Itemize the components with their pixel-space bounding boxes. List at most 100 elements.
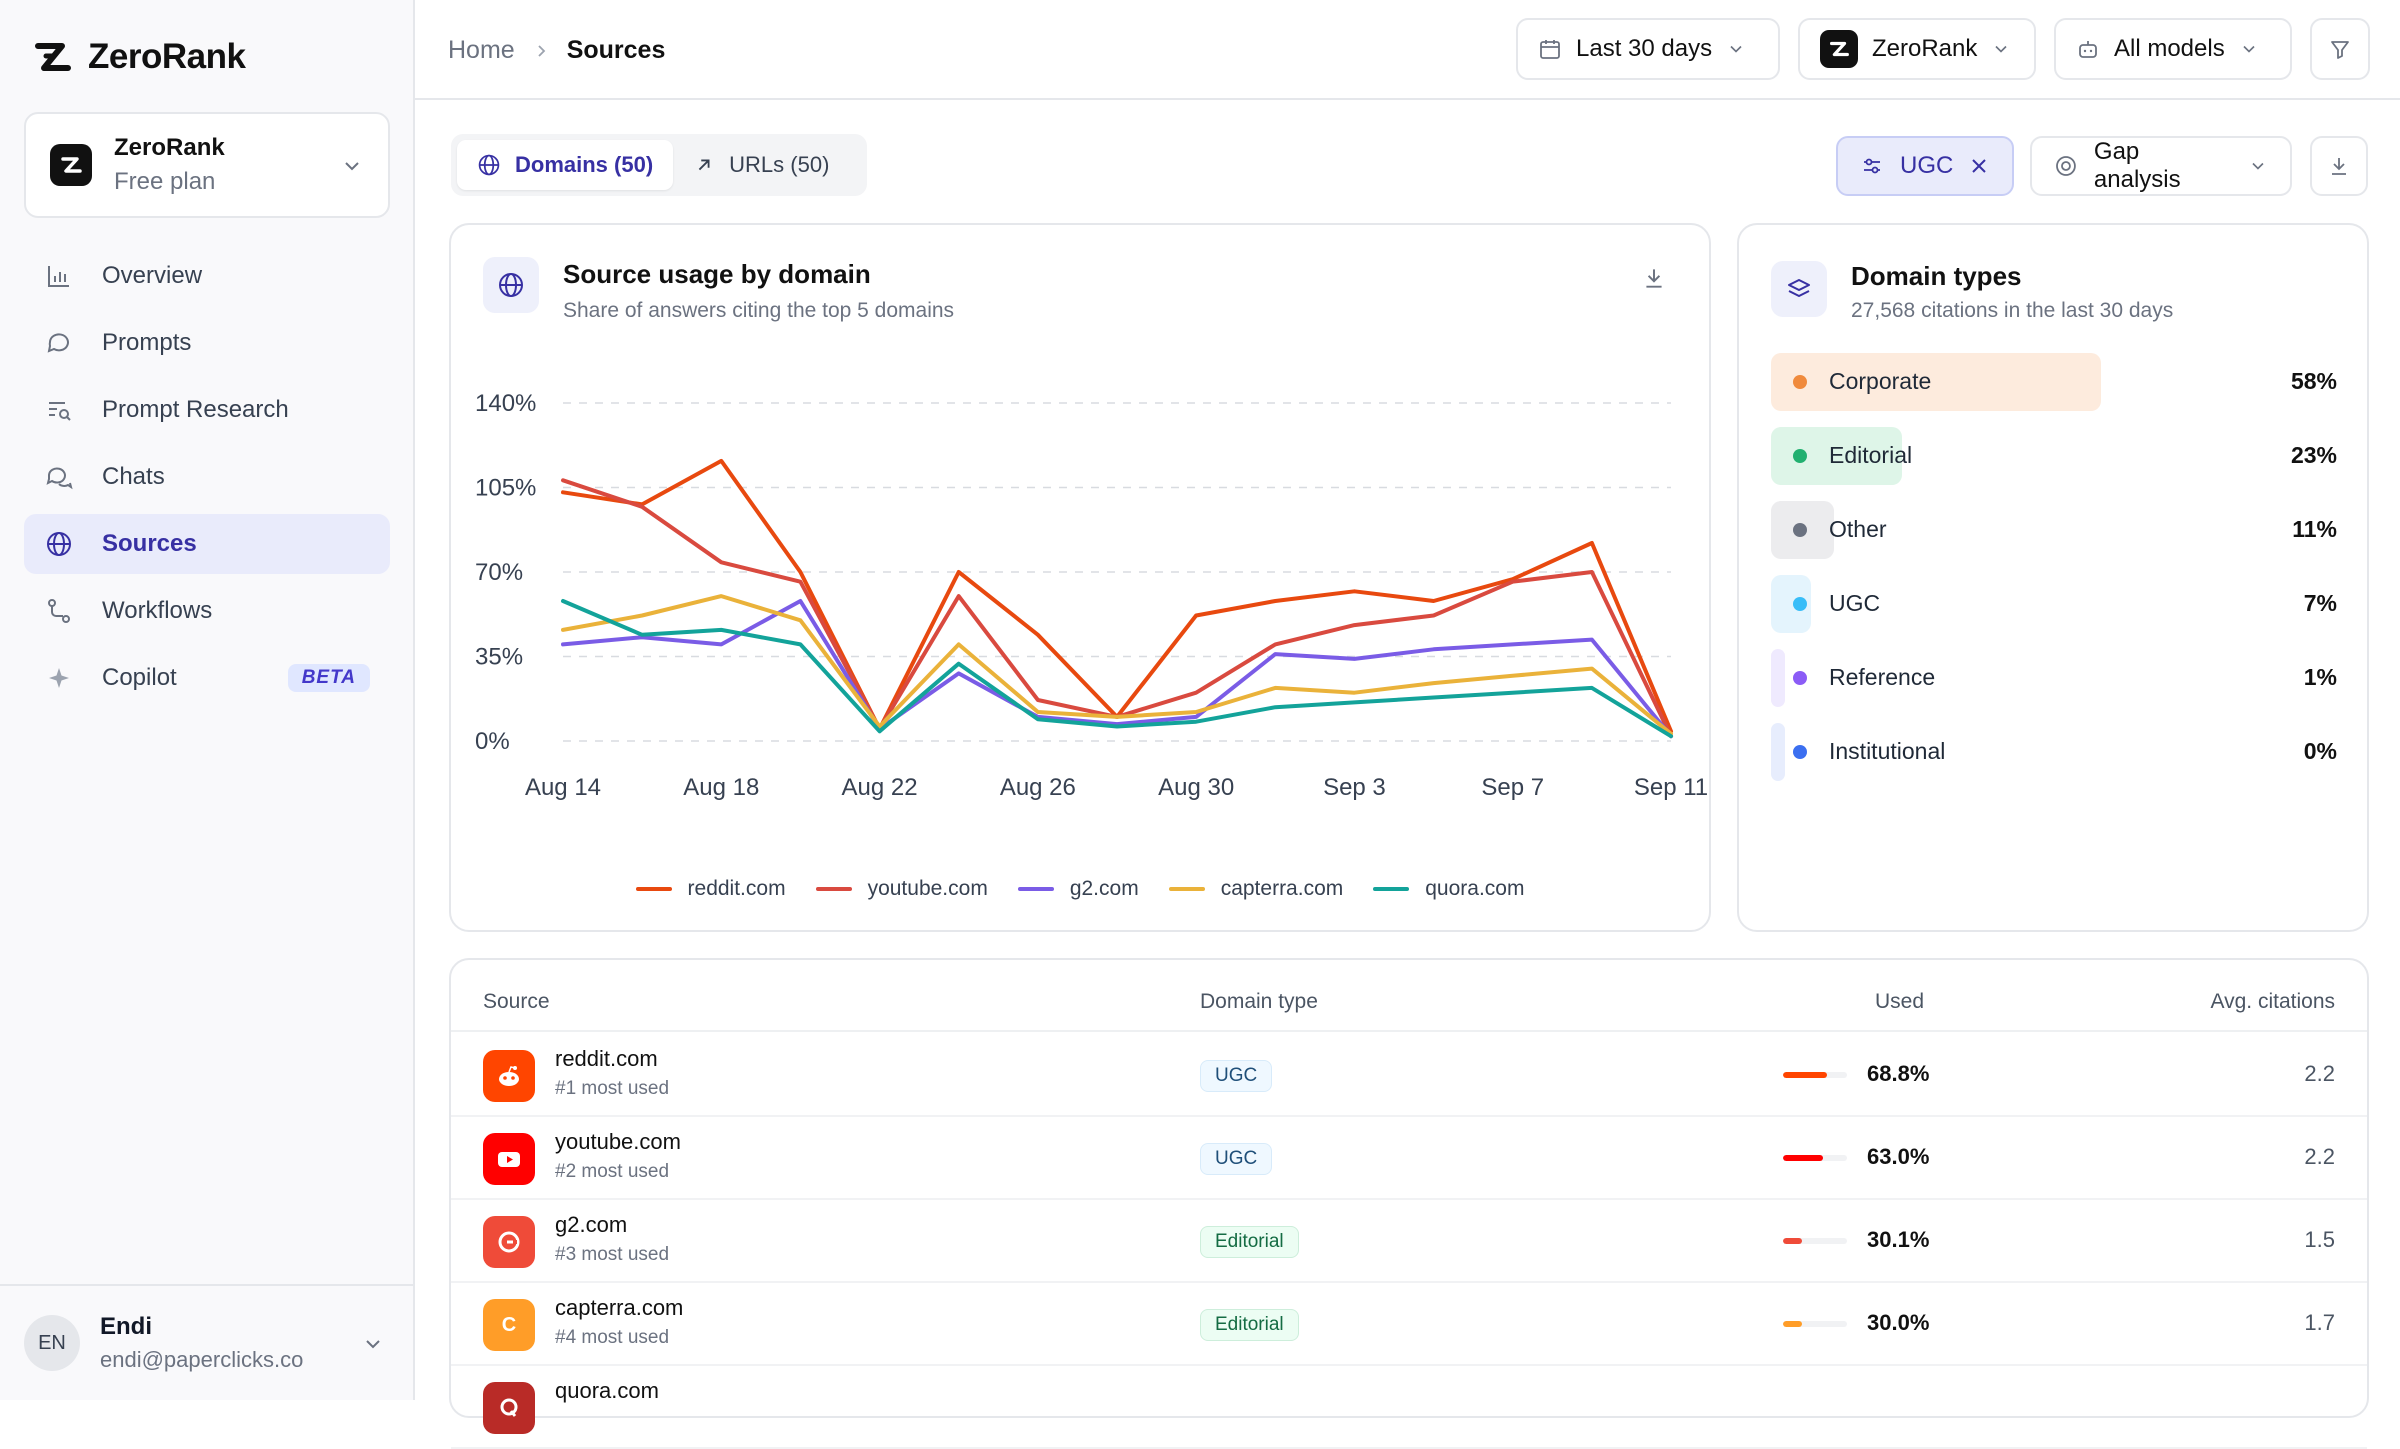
table-row[interactable]: reddit.com #1 most used UGC 68.8% 2.2 (451, 1034, 2367, 1117)
filter-icon (2331, 41, 2349, 59)
sidebar-item-overview[interactable]: Overview (24, 246, 390, 306)
table-row[interactable]: quora.com (451, 1366, 2367, 1449)
domain-type-percent: 0% (2303, 738, 2337, 764)
x-tick-label: Aug 22 (842, 774, 918, 801)
legend-swatch (1017, 887, 1054, 891)
org-switcher[interactable]: ZeroRank Free plan (24, 112, 390, 218)
series-line-reddit[interactable] (561, 458, 1673, 734)
sidebar-item-sources[interactable]: Sources (24, 514, 390, 574)
zerorank-logo-icon (35, 43, 71, 71)
source-domain[interactable]: youtube.com (555, 1129, 681, 1154)
domain-type-percent: 11% (2292, 516, 2337, 542)
models-label: All models (2114, 35, 2225, 62)
models-select[interactable]: All models (2054, 18, 2292, 80)
source-rank: #1 most used (555, 1078, 670, 1099)
column-header-avg-citations[interactable]: Avg. citations (2210, 990, 2335, 1013)
topbar: Home Sources Last 30 days ZeroRank All m… (415, 0, 2400, 100)
org-name: ZeroRank (114, 134, 225, 161)
globe-icon (483, 257, 539, 313)
x-tick-label: Aug 30 (1158, 774, 1234, 801)
sidebar-item-chats[interactable]: Chats (24, 447, 390, 507)
breadcrumb-home[interactable]: Home (448, 36, 515, 64)
user-menu[interactable]: EN Endi endi@paperclicks.co (0, 1284, 413, 1400)
domain-type-label: Corporate (1829, 368, 1932, 394)
usage-value: 30.1% (1867, 1227, 1930, 1252)
source-usage-card: Source usage by domain Share of answers … (449, 223, 1711, 932)
legend-item[interactable]: youtube.com (815, 877, 988, 901)
view-tabs: Domains (50) URLs (50) (451, 134, 867, 196)
chart-subtitle: Share of answers citing the top 5 domain… (563, 299, 955, 322)
domain-type-bar (1771, 353, 2101, 411)
brand-label: ZeroRank (1872, 35, 1978, 62)
legend-item[interactable]: g2.com (1017, 877, 1139, 901)
app-logo[interactable]: ZeroRank (32, 36, 246, 78)
chart-legend: reddit.com youtube.com g2.com capterra.com q… (451, 877, 1709, 901)
y-tick-label: 105% (475, 475, 536, 502)
avatar: EN (24, 1315, 80, 1371)
sidebar-item-label: Prompt Research (102, 396, 289, 423)
tab-domains[interactable]: Domains (50) (457, 140, 674, 190)
domain-type-percent: 7% (2303, 590, 2337, 616)
app-name: ZeroRank (88, 37, 246, 76)
sidebar-item-prompts[interactable]: Prompts (24, 313, 390, 373)
domain-type-bar (1771, 427, 1902, 485)
sidebar-item-copilot[interactable]: Copilot BETA (24, 648, 390, 708)
chevron-down-icon (1995, 45, 2007, 53)
column-header-used[interactable]: Used (1875, 990, 1925, 1013)
calendar-icon (1540, 40, 1560, 59)
domain-type-row[interactable]: Editorial 23% (1771, 427, 2337, 485)
filter-chip-ugc[interactable]: UGC (1836, 136, 2014, 196)
series-line-capterra[interactable] (561, 594, 1673, 736)
usage-value: 68.8% (1867, 1061, 1930, 1086)
x-tick-label: Aug 14 (525, 774, 601, 801)
filter-button[interactable] (2310, 18, 2370, 80)
domain-type-dot (1793, 449, 1807, 463)
legend-item[interactable]: quora.com (1373, 877, 1524, 901)
chevron-down-icon (366, 1340, 380, 1349)
source-rank: #3 most used (555, 1244, 670, 1265)
source-domain[interactable]: quora.com (555, 1378, 659, 1403)
legend-swatch (1373, 887, 1410, 891)
domain-type-dot (1793, 745, 1807, 759)
gap-analysis-select[interactable]: Gap analysis (2030, 136, 2292, 196)
download-icon[interactable] (1641, 265, 1667, 291)
column-header-source[interactable]: Source (483, 990, 550, 1013)
domain-type-label: UGC (1829, 590, 1881, 616)
usage-bar-fill (1783, 1072, 1828, 1078)
domain-type-row[interactable]: Reference 1% (1771, 649, 2337, 707)
close-icon[interactable] (1969, 156, 1989, 176)
source-domain[interactable]: g2.com (555, 1212, 628, 1237)
table-row[interactable]: youtube.com #2 most used UGC 63.0% 2.2 (451, 1117, 2367, 1200)
source-domain[interactable]: capterra.com (555, 1295, 684, 1320)
series-line-quora[interactable] (561, 599, 1673, 739)
y-tick-label: 0% (475, 728, 510, 755)
column-header-domain-type[interactable]: Domain type (1200, 990, 1318, 1013)
source-domain[interactable]: reddit.com (555, 1046, 658, 1071)
domain-type-row[interactable]: Corporate 58% (1771, 353, 2337, 411)
domain-type-badge: Editorial (1200, 1226, 1299, 1258)
series-line-youtube[interactable] (561, 478, 1673, 739)
domain-type-row[interactable]: Other 11% (1771, 501, 2337, 559)
domain-type-percent: 58% (2290, 368, 2337, 394)
sidebar-item-label: Overview (102, 262, 203, 289)
globe-icon (478, 154, 500, 176)
domain-type-row[interactable]: UGC 7% (1771, 575, 2337, 633)
sidebar-item-prompt-research[interactable]: Prompt Research (24, 380, 390, 440)
chevron-down-icon (2252, 162, 2264, 170)
date-range-select[interactable]: Last 30 days (1516, 18, 1780, 80)
legend-item[interactable]: reddit.com (635, 877, 786, 901)
table-row[interactable]: g2.com #3 most used Editorial 30.1% 1.5 (451, 1200, 2367, 1283)
chart-title: Source usage by domain (563, 259, 871, 289)
series-line-g2[interactable] (561, 599, 1673, 739)
tab-urls[interactable]: URLs (50) (673, 140, 849, 190)
youtube-logo-icon (483, 1133, 535, 1185)
sidebar-item-workflows[interactable]: Workflows (24, 581, 390, 641)
table-header: Source Domain type Used Avg. citations (451, 960, 2367, 1032)
domain-type-row[interactable]: Institutional 0% (1771, 723, 2337, 781)
sidebar-item-label: Workflows (102, 597, 213, 624)
export-button[interactable] (2310, 136, 2368, 196)
brand-select[interactable]: ZeroRank (1798, 18, 2036, 80)
legend-item[interactable]: capterra.com (1168, 877, 1343, 901)
arrow-up-right-icon (698, 159, 710, 171)
